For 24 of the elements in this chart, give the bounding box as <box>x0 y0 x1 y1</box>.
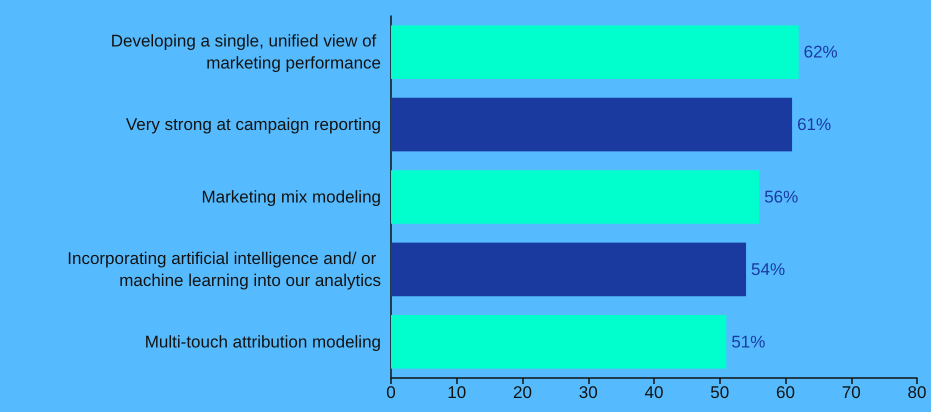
x-tick-label: 10 <box>447 383 466 402</box>
y-tick-label: Very strong at campaign reporting <box>126 115 381 134</box>
data-label: 61% <box>797 115 832 134</box>
x-tick-label: 60 <box>776 383 795 402</box>
x-tick-label: 40 <box>644 383 664 402</box>
bar <box>391 315 726 369</box>
x-tick-label: 50 <box>710 383 730 402</box>
bar <box>391 25 799 79</box>
bar <box>391 170 760 224</box>
x-tick-label: 30 <box>578 383 598 402</box>
y-tick-label: Marketing mix modeling <box>201 188 381 206</box>
x-tick-label: 70 <box>842 383 861 402</box>
data-label: 51% <box>731 332 766 352</box>
data-label: 56% <box>764 188 798 206</box>
x-tick-label: 0 <box>386 383 396 402</box>
data-label: 62% <box>804 42 838 62</box>
bar <box>391 242 746 296</box>
bar <box>391 98 792 152</box>
y-tick-label: Multi-touch attribution modeling <box>144 332 381 352</box>
x-tick-label: 80 <box>908 383 926 402</box>
x-tick-label: 20 <box>513 383 532 402</box>
y-tick-label: Developing a single, unified view of marketing performance <box>110 32 381 73</box>
y-tick-label: Incorporating artificial intelligence and/ or machine learning into our analytics <box>67 248 381 290</box>
data-label: 54% <box>751 260 786 279</box>
